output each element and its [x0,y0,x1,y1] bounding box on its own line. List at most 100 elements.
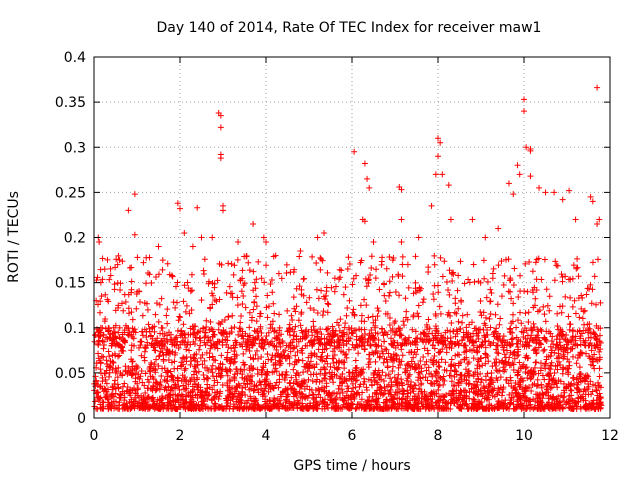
data-point [345,254,352,261]
data-point [318,256,325,263]
data-point [386,315,393,322]
data-point [596,216,603,223]
data-point [414,287,421,294]
data-point [159,324,166,331]
data-point [494,342,501,349]
data-point [559,370,566,377]
data-point [225,313,232,320]
data-point [164,306,171,313]
data-point [207,345,214,352]
data-point [345,346,352,353]
data-point [400,318,407,325]
data-point [166,398,173,405]
data-point [97,384,104,391]
data-point [508,295,515,302]
data-point [395,325,402,332]
data-point [102,376,109,383]
data-point [419,299,426,306]
data-point [455,305,462,312]
data-point [169,376,176,383]
data-point [206,350,213,357]
data-point [525,402,532,409]
data-point [530,372,537,379]
data-point [487,286,494,293]
data-point [282,399,289,406]
data-point [390,337,397,344]
data-point [450,388,457,395]
data-point [313,378,320,385]
data-point [474,402,481,409]
data-point [386,292,393,299]
data-point [293,285,300,292]
data-point [283,393,290,400]
data-point [106,404,113,411]
data-point [426,401,433,408]
data-point [283,372,290,379]
data-point [520,329,527,336]
data-point [437,397,444,404]
data-point [387,354,394,361]
data-point [209,301,216,308]
data-point [117,394,124,401]
data-point [507,397,514,404]
data-point [442,359,449,366]
data-point [340,291,347,298]
data-point [591,273,598,280]
data-point [530,320,537,327]
data-point [224,349,231,356]
data-point [137,403,144,410]
data-point [331,275,338,282]
data-point [447,216,454,223]
data-point [344,265,351,272]
data-point [565,396,572,403]
data-point [535,255,542,262]
data-point [430,342,437,349]
data-point [313,405,320,412]
data-point [437,310,444,317]
data-point [581,307,588,314]
data-point [543,389,550,396]
data-point [532,295,539,302]
data-point [398,342,405,349]
data-point [470,396,477,403]
data-point [239,267,246,274]
data-point [245,259,252,266]
data-point [243,252,250,259]
data-point [499,389,506,396]
data-point [290,294,297,301]
data-point [304,383,311,390]
data-point [107,392,114,399]
data-point [235,239,242,246]
data-point [410,388,417,395]
data-point [513,390,520,397]
data-point [406,397,413,404]
data-point [502,354,509,361]
data-point [97,366,104,373]
data-point [205,278,212,285]
data-point [272,352,279,359]
data-point [271,401,278,408]
data-point [362,405,369,412]
data-point [363,384,370,391]
data-point [503,404,510,411]
data-point [251,397,258,404]
data-point [308,326,315,333]
data-point [465,276,472,283]
data-point [520,393,527,400]
data-point [369,393,376,400]
data-point [225,260,232,267]
data-point [96,239,103,246]
data-point [456,376,463,383]
data-point [524,341,531,348]
data-point [203,317,210,324]
data-point [566,404,573,411]
data-point [151,367,158,374]
data-point [562,336,569,343]
data-point [448,320,455,327]
data-point [287,269,294,276]
data-point [591,330,598,337]
data-point [246,324,253,331]
data-point [594,220,601,227]
data-point [294,381,301,388]
data-point [313,328,320,335]
